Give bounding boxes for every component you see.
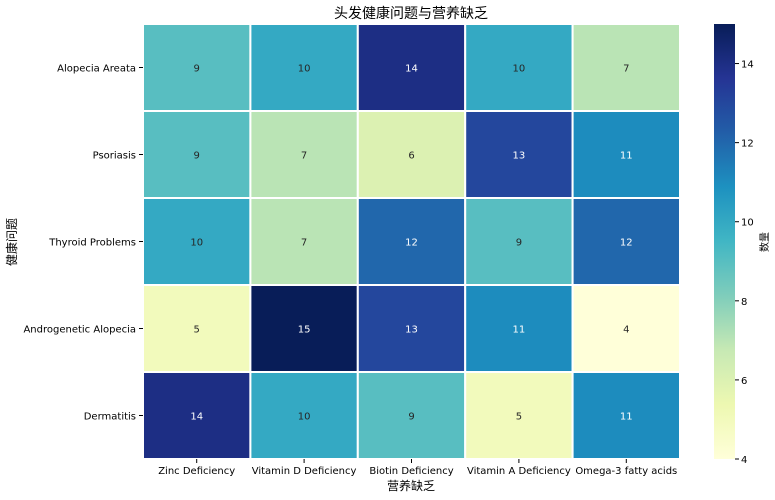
cell-value-label: 4 — [623, 325, 629, 336]
cell-value-label: 10 — [298, 64, 311, 75]
x-tick-label: Vitamin A Deficiency — [467, 466, 571, 477]
cell-value-label: 15 — [298, 325, 311, 336]
y-tick-label: Thyroid Problems — [48, 238, 136, 249]
y-tick-label: Psoriasis — [93, 151, 136, 162]
cell-value-label: 9 — [408, 412, 414, 423]
cell-value-label: 9 — [194, 64, 200, 75]
x-tick-label: Biotin Deficiency — [369, 466, 453, 477]
cell-value-label: 7 — [301, 151, 307, 162]
cell-value-label: 10 — [190, 238, 203, 249]
y-tick-labels: Alopecia Areata Psoriasis Thyroid Problems… — [23, 64, 143, 423]
cell-value-label: 7 — [623, 64, 629, 75]
heatmap-cell — [249, 371, 359, 460]
cell-value-label: 14 — [405, 64, 418, 75]
cell-value-label: 13 — [405, 325, 418, 336]
cell-value-label: 7 — [301, 238, 307, 249]
cell-value-label: 11 — [513, 325, 526, 336]
heatmap-cell — [571, 284, 681, 373]
cell-value-label: 12 — [405, 238, 418, 249]
heatmap-cell — [249, 284, 359, 373]
y-tick-label: Dermatitis — [84, 412, 136, 423]
colorbar-tick-label: 14 — [741, 60, 754, 71]
colorbar-tick-label: 4 — [741, 455, 747, 466]
cell-value-label: 5 — [516, 412, 522, 423]
y-tick-label: Androgenetic Alopecia — [23, 325, 136, 336]
heatmap-cell — [356, 371, 467, 460]
heatmap-cell — [356, 110, 467, 199]
colorbar-tick-label: 12 — [741, 139, 754, 150]
cell-value-label: 12 — [620, 238, 633, 249]
cell-value-label: 14 — [190, 412, 203, 423]
heatmap-cell — [571, 110, 681, 199]
x-tick-labels: Zinc Deficiency Vitamin D Deficiency Bioti… — [158, 459, 677, 477]
y-axis-label: 健康问题 — [4, 218, 19, 266]
cell-value-label: 6 — [408, 151, 414, 162]
heatmap-cell — [249, 197, 359, 286]
heatmap-cell — [464, 197, 574, 286]
cell-value-label: 5 — [194, 325, 200, 336]
cell-value-label: 11 — [620, 151, 633, 162]
chart-title: 头发健康问题与营养缺乏 — [334, 5, 488, 22]
colorbar-tick-label: 8 — [741, 297, 747, 308]
heatmap-cell — [249, 23, 359, 112]
x-axis-label: 营养缺乏 — [387, 478, 435, 493]
cell-value-label: 13 — [513, 151, 526, 162]
y-tick-label: Alopecia Areata — [57, 64, 136, 75]
cell-value-label: 11 — [620, 412, 633, 423]
colorbar-tick-label: 6 — [741, 376, 747, 387]
x-tick-label: Vitamin D Deficiency — [252, 466, 357, 477]
cell-value-labels: 9 10 14 10 7 9 7 6 13 11 10 7 12 9 12 5 15 13 11 4 14 10 9 5 11 — [190, 64, 632, 423]
colorbar-label: 数量 — [758, 232, 771, 252]
colorbar-tick-label: 10 — [741, 218, 754, 229]
heatmap-cell — [356, 23, 467, 112]
colorbar-ticks: 4 6 8 10 12 14 — [735, 60, 754, 466]
cell-value-label: 9 — [194, 151, 200, 162]
x-tick-label: Omega-3 fatty acids — [575, 466, 677, 477]
heatmap-cell — [356, 284, 467, 373]
cell-value-label: 9 — [516, 238, 522, 249]
x-tick-label: Zinc Deficiency — [158, 466, 235, 477]
heatmap-cells — [142, 23, 681, 460]
colorbar — [714, 24, 735, 459]
cell-value-label: 10 — [298, 412, 311, 423]
cell-value-label: 10 — [513, 64, 526, 75]
heatmap-cell — [142, 23, 252, 112]
heatmap-cell — [142, 371, 252, 460]
heatmap-cell — [464, 284, 574, 373]
